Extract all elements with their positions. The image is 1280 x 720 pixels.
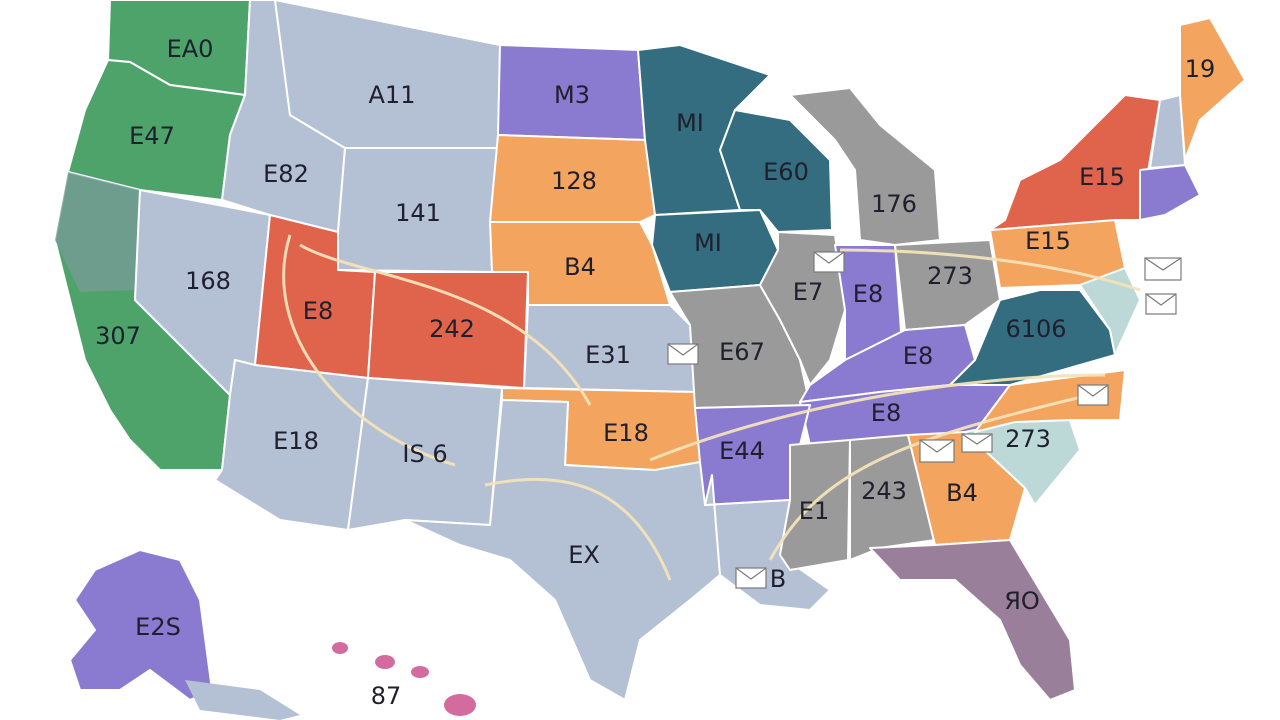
label-mi: 176	[871, 190, 917, 218]
label-ny: E15	[1079, 163, 1125, 191]
label-mn: MI	[676, 109, 704, 137]
label-ca: 307	[95, 322, 141, 350]
label-wy: 141	[395, 199, 441, 227]
state-alaska[interactable]	[69, 549, 213, 701]
state-new-england-south[interactable]	[1139, 164, 1201, 221]
label-wa: EA0	[167, 35, 214, 63]
state-florida[interactable]	[869, 539, 1076, 701]
envelope-icon[interactable]	[667, 343, 699, 365]
label-wi: E60	[763, 158, 809, 186]
label-nm: IS 6	[402, 440, 447, 468]
state-alaska-tail	[185, 680, 300, 720]
state-new-york[interactable]	[989, 94, 1161, 231]
label-nv: 168	[185, 267, 231, 295]
state-maine[interactable]	[1179, 17, 1246, 161]
label-ks: E31	[585, 341, 631, 369]
label-ms: E1	[799, 497, 829, 525]
state-alabama[interactable]	[849, 434, 936, 561]
label-sd: 128	[551, 167, 597, 195]
label-tn: E8	[871, 399, 901, 427]
envelope-icon[interactable]	[1077, 384, 1109, 406]
label-mt: A11	[369, 81, 416, 109]
label-il: E7	[793, 278, 823, 306]
label-fl: ЯO	[1004, 587, 1040, 615]
state-virginia[interactable]	[949, 289, 1116, 386]
envelope-icon[interactable]	[1145, 293, 1177, 315]
label-co: 242	[429, 315, 475, 343]
state-ohio[interactable]	[894, 239, 1001, 331]
route-lines	[282, 234, 1141, 581]
state-new-jersey-md[interactable]	[1079, 267, 1141, 356]
envelope-icon[interactable]	[1144, 257, 1182, 281]
label-ia: MI	[694, 229, 722, 257]
state-california-north-shade	[55, 172, 140, 292]
label-al: 243	[861, 477, 907, 505]
label-ak: E2S	[135, 613, 181, 641]
label-oh: 273	[927, 262, 973, 290]
label-hi: 87	[371, 682, 402, 710]
envelope-icon[interactable]	[735, 567, 767, 589]
label-in: E8	[853, 280, 883, 308]
label-ar: E44	[719, 437, 765, 465]
label-nc-sc: 273	[1005, 425, 1051, 453]
label-or: E47	[129, 122, 175, 150]
label-ok: E18	[603, 419, 649, 447]
state-south-dakota[interactable]	[489, 134, 656, 223]
state-hawaii[interactable]	[332, 642, 476, 716]
label-az: E18	[273, 427, 319, 455]
label-nd: M3	[554, 81, 590, 109]
label-la: B	[770, 565, 786, 593]
envelope-icon[interactable]	[961, 433, 993, 453]
label-ky: E8	[903, 342, 933, 370]
label-ne: B4	[564, 253, 596, 281]
label-ut: E8	[303, 297, 333, 325]
label-mo: E67	[719, 338, 765, 366]
label-ga: B4	[946, 479, 978, 507]
label-va: 6106	[1005, 315, 1066, 343]
label-pa: E15	[1025, 227, 1071, 255]
state-montana[interactable]	[274, 0, 501, 149]
label-tx: EX	[568, 541, 600, 569]
state-michigan[interactable]	[789, 87, 941, 246]
label-id: E82	[263, 160, 309, 188]
label-me: 19	[1185, 55, 1216, 83]
envelope-icon[interactable]	[919, 439, 955, 463]
state-vermont-nh[interactable]	[1149, 94, 1186, 169]
envelope-icon[interactable]	[813, 251, 845, 273]
